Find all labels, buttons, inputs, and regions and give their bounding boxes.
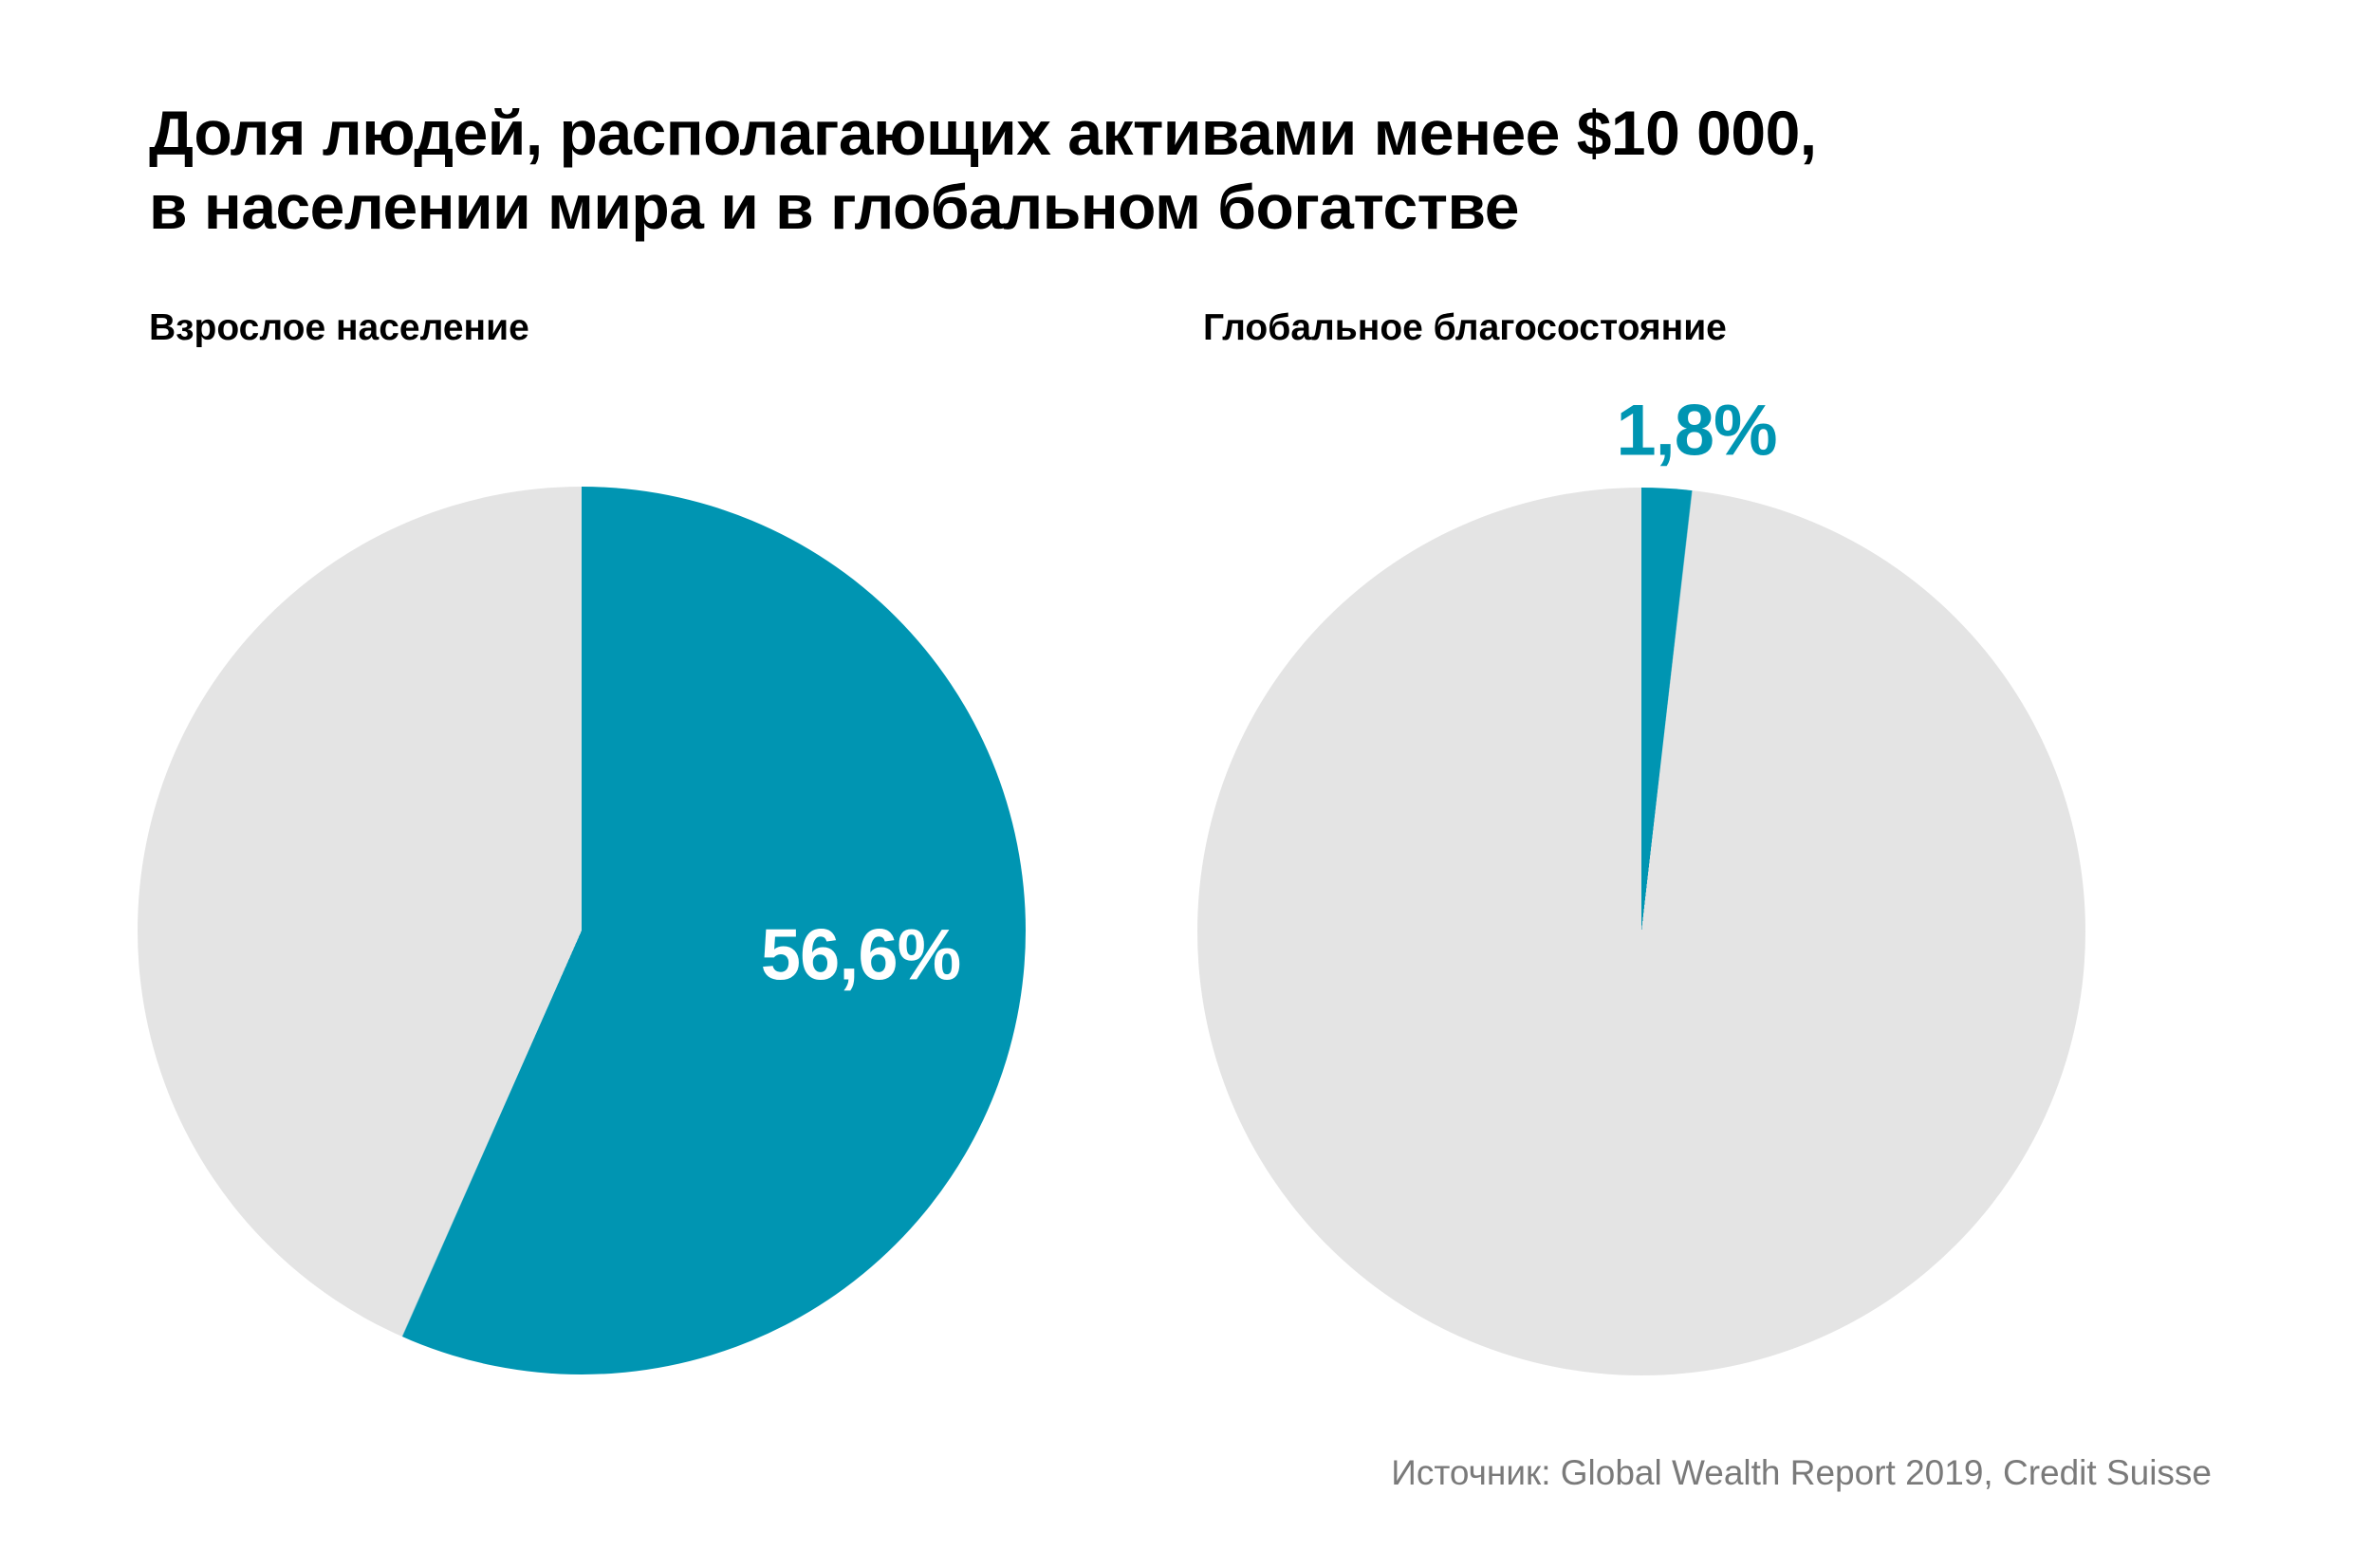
- chart-title: Доля людей, располагающих активами менее…: [149, 96, 1817, 244]
- subtitle-global-wealth: Глобальное благосостояние: [1203, 307, 1727, 348]
- pie-adult-population: [138, 487, 1026, 1374]
- pie-global-wealth: [1197, 488, 2085, 1375]
- value-label-adult-population: 56,6%: [760, 914, 961, 996]
- value-label-global-wealth: 1,8%: [1616, 390, 1777, 471]
- chart-title-line2: в населении мира и в глобальном богатств…: [149, 172, 1519, 242]
- source-caption: Источник: Global Wealth Report 2019, Cre…: [1391, 1453, 2212, 1492]
- chart-title-line1: Доля людей, располагающих активами менее…: [149, 98, 1817, 168]
- subtitle-adult-population: Взрослое население: [149, 307, 529, 348]
